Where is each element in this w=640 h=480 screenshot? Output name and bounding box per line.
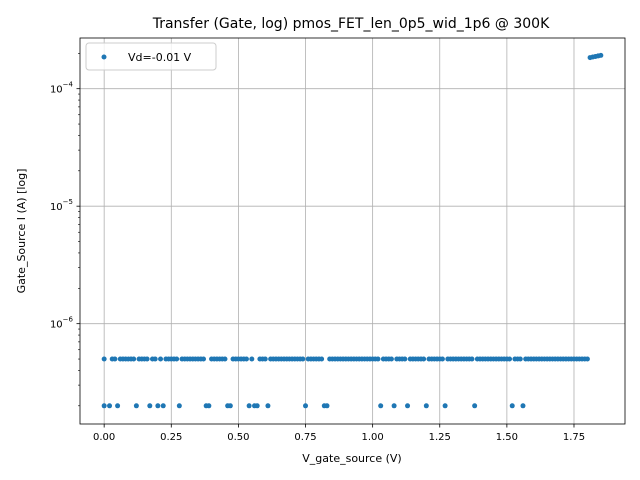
data-point [517, 356, 523, 362]
data-point [107, 403, 113, 409]
data-point [160, 403, 166, 409]
x-tick-label: 0.25 [160, 432, 182, 443]
data-points [101, 52, 604, 409]
data-point [421, 356, 427, 362]
data-point [243, 356, 249, 362]
data-point [249, 356, 255, 362]
data-point [509, 403, 515, 409]
data-point [254, 403, 260, 409]
x-tick-label: 0.00 [93, 432, 115, 443]
data-point [375, 356, 381, 362]
y-tick-exponent: −4 [63, 81, 74, 89]
data-point [319, 356, 325, 362]
chart-title: Transfer (Gate, log) pmos_FET_len_0p5_wi… [152, 16, 550, 32]
data-point [388, 356, 394, 362]
data-point [300, 356, 306, 362]
data-point [112, 356, 118, 362]
data-point [200, 356, 206, 362]
plot-frame [79, 37, 626, 425]
data-point [174, 356, 180, 362]
x-tick-label: 0.50 [227, 432, 249, 443]
data-point [402, 356, 408, 362]
y-tick-base: 10 [50, 320, 63, 331]
x-axis-label: V_gate_source (V) [302, 452, 401, 465]
y-tick-label: 10−4 [50, 81, 74, 96]
data-point [246, 403, 252, 409]
data-point [507, 356, 513, 362]
data-point [378, 403, 384, 409]
y-tick-exponent: −5 [63, 198, 73, 206]
data-point [442, 403, 448, 409]
y-tick-label: 10−6 [50, 316, 74, 331]
data-point [472, 403, 478, 409]
grid-lines [80, 38, 625, 424]
y-tick-base: 10 [50, 202, 63, 213]
data-point [101, 356, 107, 362]
data-point [155, 403, 161, 409]
axes: 0.00 0.25 0.50 0.75 1.00 1.25 1.50 1.7510−610−5… [50, 53, 585, 443]
legend-frame [85, 42, 217, 71]
data-point [222, 356, 228, 362]
legend-series-label: Vd=-0.01 V [128, 51, 192, 64]
data-point [158, 356, 164, 362]
y-tick-label: 10−5 [50, 198, 73, 213]
data-point [324, 403, 330, 409]
data-point [423, 403, 429, 409]
data-point [520, 403, 526, 409]
data-point [147, 403, 153, 409]
data-point [152, 356, 158, 362]
data-point [131, 356, 137, 362]
x-tick-label: 1.25 [429, 432, 451, 443]
data-point [144, 356, 150, 362]
data-point [133, 403, 139, 409]
plot-area [80, 38, 625, 424]
data-point [115, 403, 121, 409]
data-point [101, 403, 107, 409]
x-tick-label: 0.75 [294, 432, 316, 443]
data-point [391, 403, 397, 409]
y-tick-exponent: −6 [63, 316, 74, 324]
data-point [439, 356, 445, 362]
x-tick-label: 1.75 [563, 432, 585, 443]
legend: Vd=-0.01 V [85, 42, 217, 71]
data-point [206, 403, 212, 409]
data-point [405, 403, 411, 409]
data-point [598, 52, 604, 58]
data-point [303, 403, 309, 409]
x-tick-label: 1.50 [496, 432, 518, 443]
y-axis-label: Gate_Source I (A) [log] [15, 169, 28, 294]
data-point [262, 356, 268, 362]
legend-marker [101, 54, 107, 60]
x-tick-label: 1.00 [362, 432, 384, 443]
data-point [227, 403, 233, 409]
data-point [176, 403, 182, 409]
data-point [265, 403, 271, 409]
data-point [469, 356, 475, 362]
data-point [584, 356, 590, 362]
y-tick-base: 10 [50, 85, 63, 96]
